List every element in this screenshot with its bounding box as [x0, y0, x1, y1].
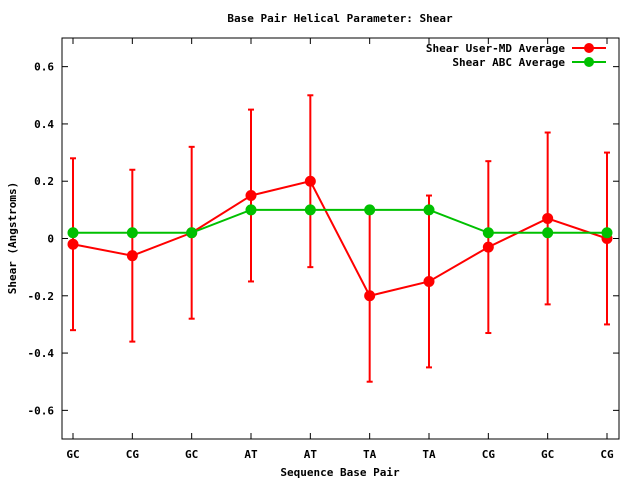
legend-label: Shear ABC Average: [452, 56, 565, 69]
legend-marker: [584, 57, 594, 67]
series-line: [73, 208, 607, 234]
y-tick-label: 0.6: [34, 61, 54, 74]
x-tick-label: GC: [66, 448, 79, 461]
x-tick-label: GC: [541, 448, 554, 461]
data-point: [304, 204, 316, 216]
series-line: [72, 180, 608, 297]
x-axis-label: Sequence Base Pair: [280, 466, 400, 479]
data-point: [245, 190, 257, 202]
x-tick-label: AT: [304, 448, 318, 461]
data-point: [67, 227, 79, 239]
series-layer: [67, 94, 613, 383]
x-tick-label: CG: [126, 448, 140, 461]
y-tick-label: 0.4: [34, 118, 54, 131]
x-tick-label: GC: [185, 448, 198, 461]
data-point: [304, 175, 316, 187]
y-tick-label: -0.2: [28, 290, 55, 303]
y-axis: 0.6 0.4 0.2 0 -0.2 -0.4 -0.6: [28, 61, 619, 417]
data-point: [364, 290, 376, 302]
legend-label: Shear User-MD Average: [426, 42, 565, 55]
data-point: [542, 227, 554, 239]
x-tick-label: AT: [244, 448, 258, 461]
y-tick-label: 0: [47, 233, 54, 246]
y-tick-label: -0.4: [28, 347, 55, 360]
data-point: [482, 241, 494, 253]
data-point: [126, 250, 138, 262]
chart-title: Base Pair Helical Parameter: Shear: [227, 12, 453, 25]
y-tick-label: 0.2: [34, 175, 54, 188]
x-tick-label: TA: [363, 448, 377, 461]
series-1: [67, 94, 613, 383]
data-point: [542, 212, 554, 224]
x-axis: GC CG GC AT AT TA TA CG GC CG: [66, 38, 614, 461]
legend-marker: [584, 43, 594, 53]
data-point: [67, 238, 79, 250]
data-point: [482, 227, 494, 239]
data-point: [423, 204, 435, 216]
series-2: [67, 204, 613, 239]
x-tick-label: CG: [482, 448, 496, 461]
y-axis-label: Shear (Angstroms): [6, 182, 19, 295]
data-point: [126, 227, 138, 239]
data-point: [601, 227, 613, 239]
data-point: [423, 275, 435, 287]
x-tick-label: TA: [422, 448, 436, 461]
x-tick-label: CG: [600, 448, 614, 461]
data-point: [364, 204, 376, 216]
data-point: [245, 204, 257, 216]
data-point: [186, 227, 198, 239]
y-tick-label: -0.6: [28, 404, 55, 417]
